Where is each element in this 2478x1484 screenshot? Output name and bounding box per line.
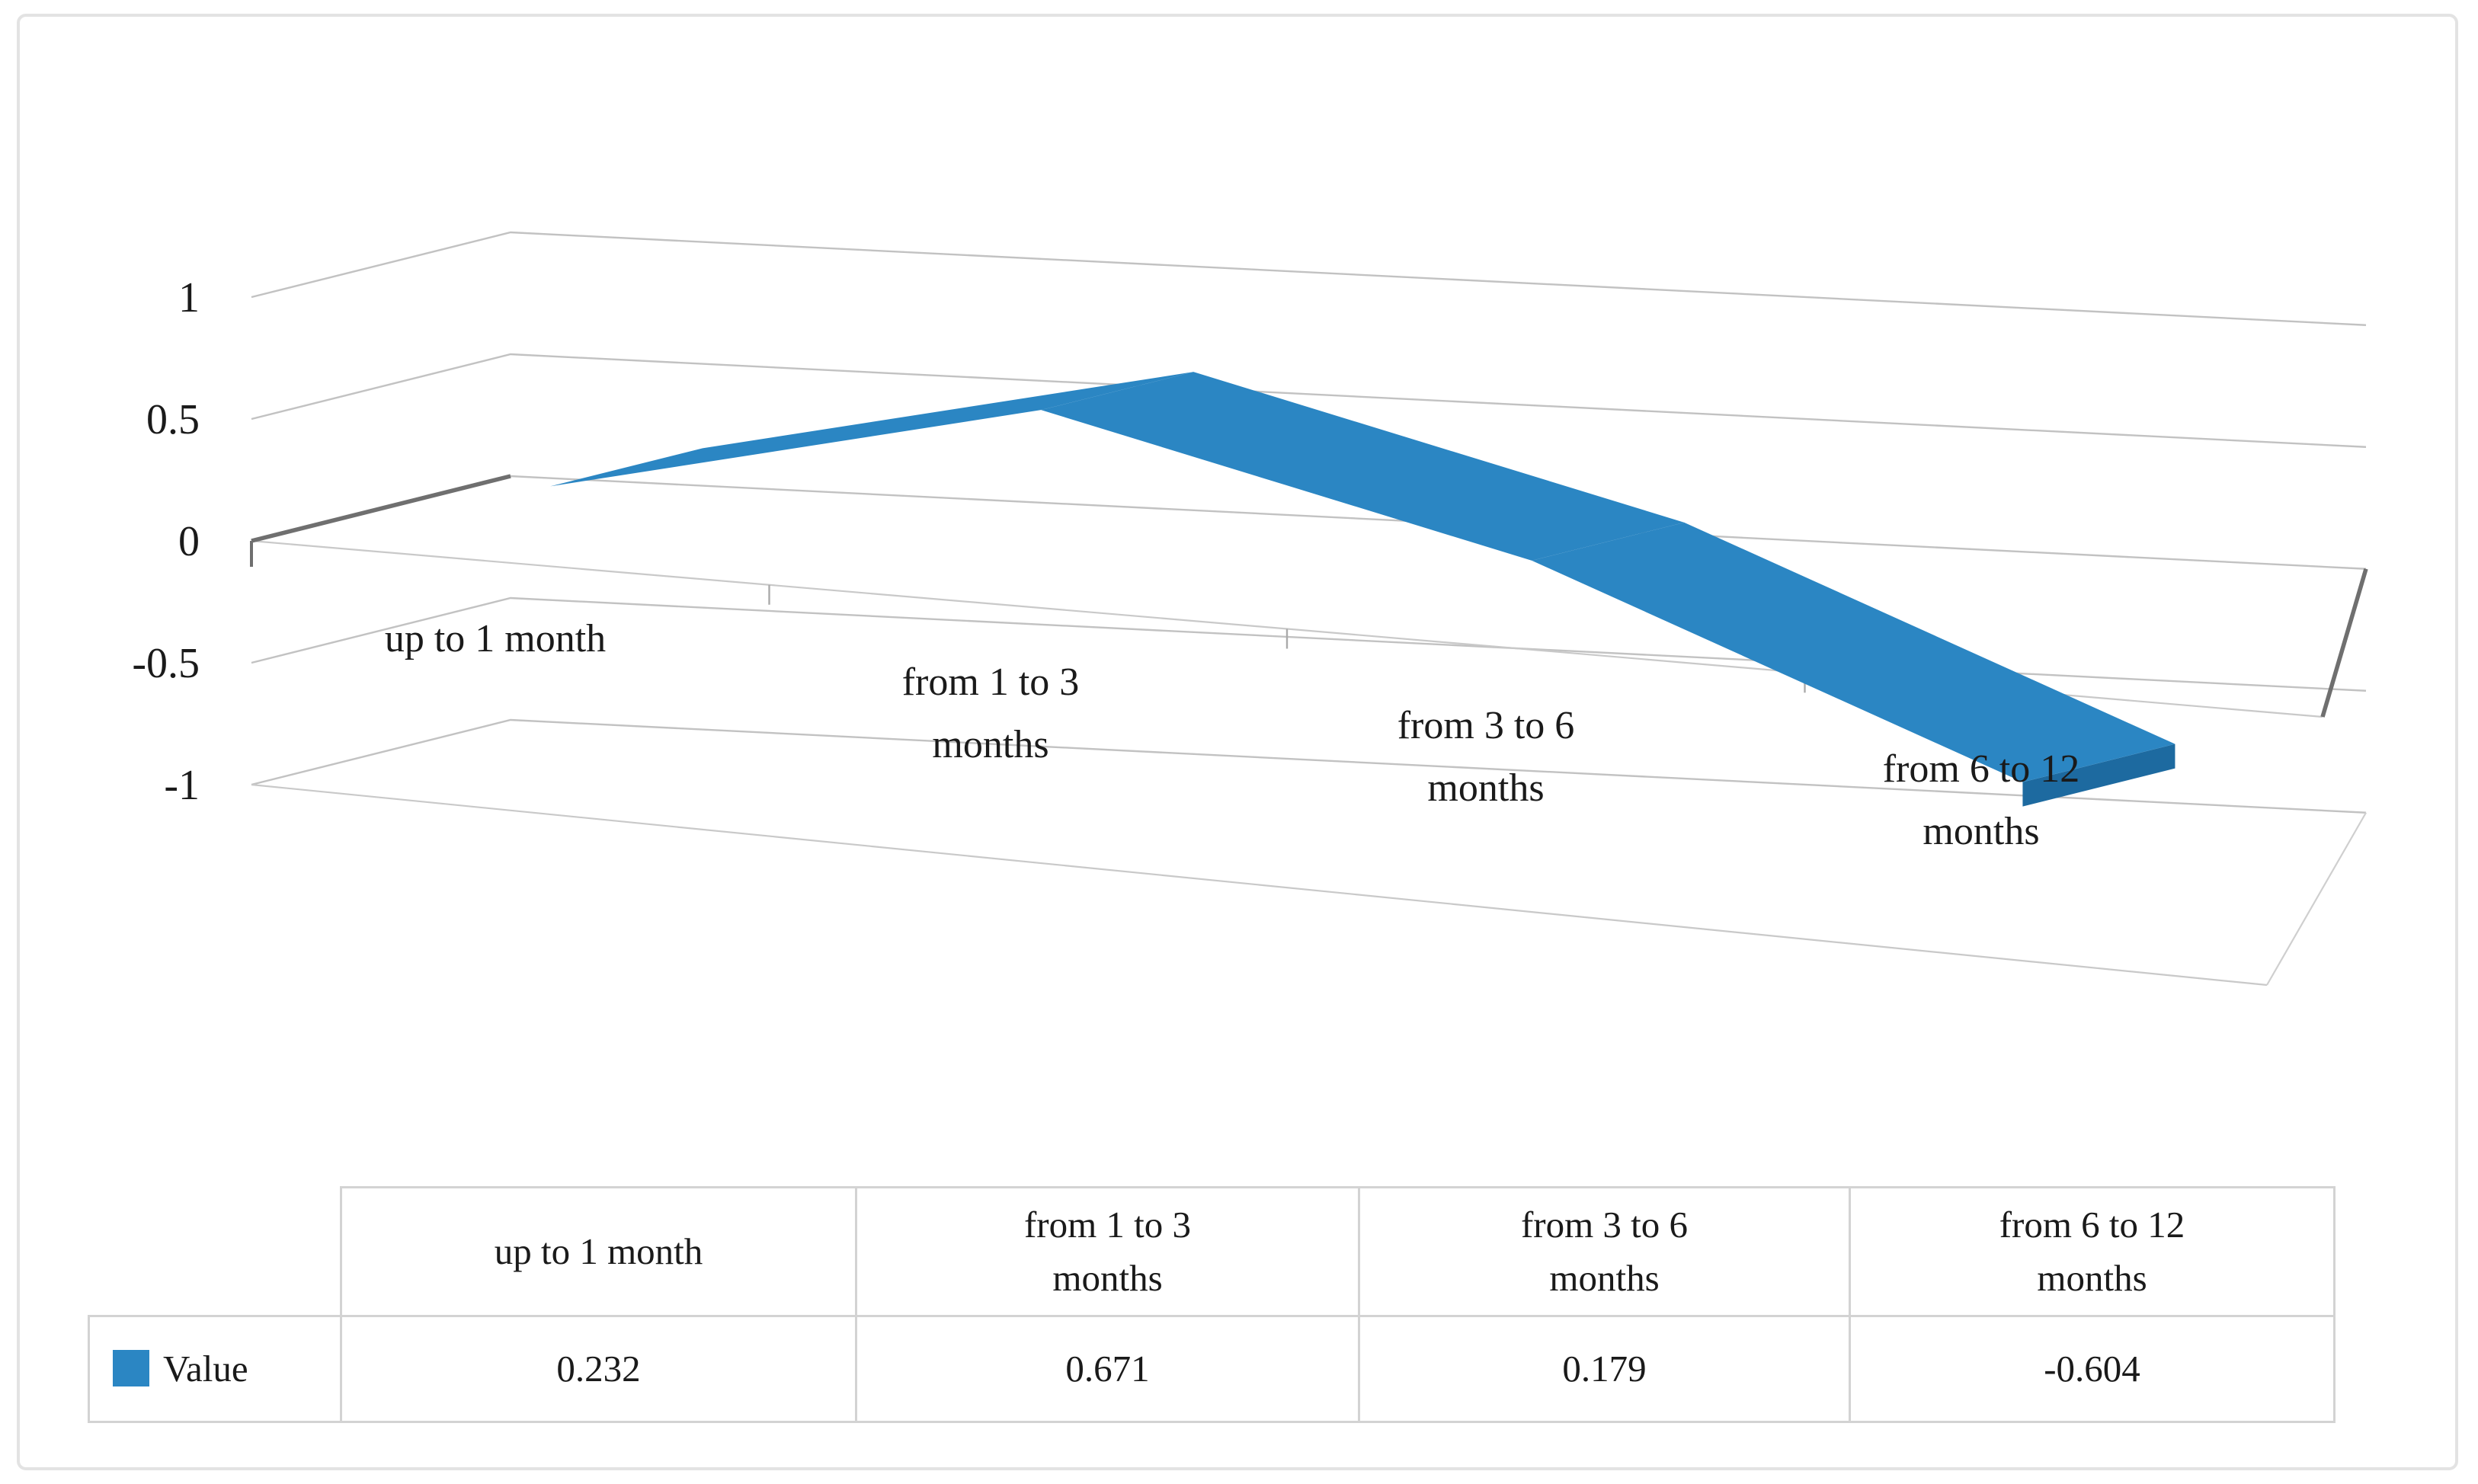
category-label: from 6 to 12 months — [1883, 747, 2080, 853]
ribbon-segment — [1041, 372, 1685, 561]
y-axis-label: -0.5 — [132, 640, 200, 687]
gridline — [251, 596, 2367, 692]
column-header-1: up to 1 month — [340, 1186, 857, 1317]
gridline — [251, 718, 2367, 814]
table-header-row: up to 1 month from 1 to 3 months from 3 … — [89, 1186, 2336, 1317]
floor-front-edge — [251, 783, 2268, 987]
y-axis-label: -1 — [164, 762, 200, 809]
y-axis-label: 0 — [178, 518, 200, 565]
gridline — [251, 231, 2367, 326]
table-corner-cell — [89, 1188, 341, 1316]
category-label: from 3 to 6 months — [1397, 704, 1575, 810]
legend-label: Value — [163, 1348, 248, 1390]
table-value-row: Value 0.232 0.671 0.179 -0.604 — [88, 1315, 2336, 1423]
legend-color-swatch — [113, 1350, 149, 1387]
ribbon-end-cap — [2022, 744, 2175, 807]
floor-right-edge — [2266, 812, 2367, 986]
column-header-4: from 6 to 12 months — [1849, 1186, 2336, 1317]
category-label: up to 1 month — [385, 617, 606, 660]
category-label: from 1 to 3 months — [902, 660, 1080, 766]
gridline — [251, 353, 2367, 448]
legend-cell: Value — [88, 1315, 342, 1423]
category-axis-left-edge — [251, 474, 511, 543]
ribbon-segment — [550, 372, 1194, 487]
column-header-3: from 3 to 6 months — [1358, 1186, 1851, 1317]
value-cell-2: 0.671 — [855, 1315, 1360, 1423]
column-header-2: from 1 to 3 months — [855, 1186, 1360, 1317]
y-axis-label: 0.5 — [146, 396, 200, 443]
value-cell-3: 0.179 — [1358, 1315, 1851, 1423]
ribbon-segment — [1532, 522, 2175, 782]
chart-data-table: up to 1 month from 1 to 3 months from 3 … — [88, 1186, 2336, 1423]
y-axis-label: 1 — [178, 274, 200, 321]
category-axis-right-edge — [2320, 568, 2368, 718]
value-cell-4: -0.604 — [1849, 1315, 2336, 1423]
value-cell-1: 0.232 — [340, 1315, 857, 1423]
